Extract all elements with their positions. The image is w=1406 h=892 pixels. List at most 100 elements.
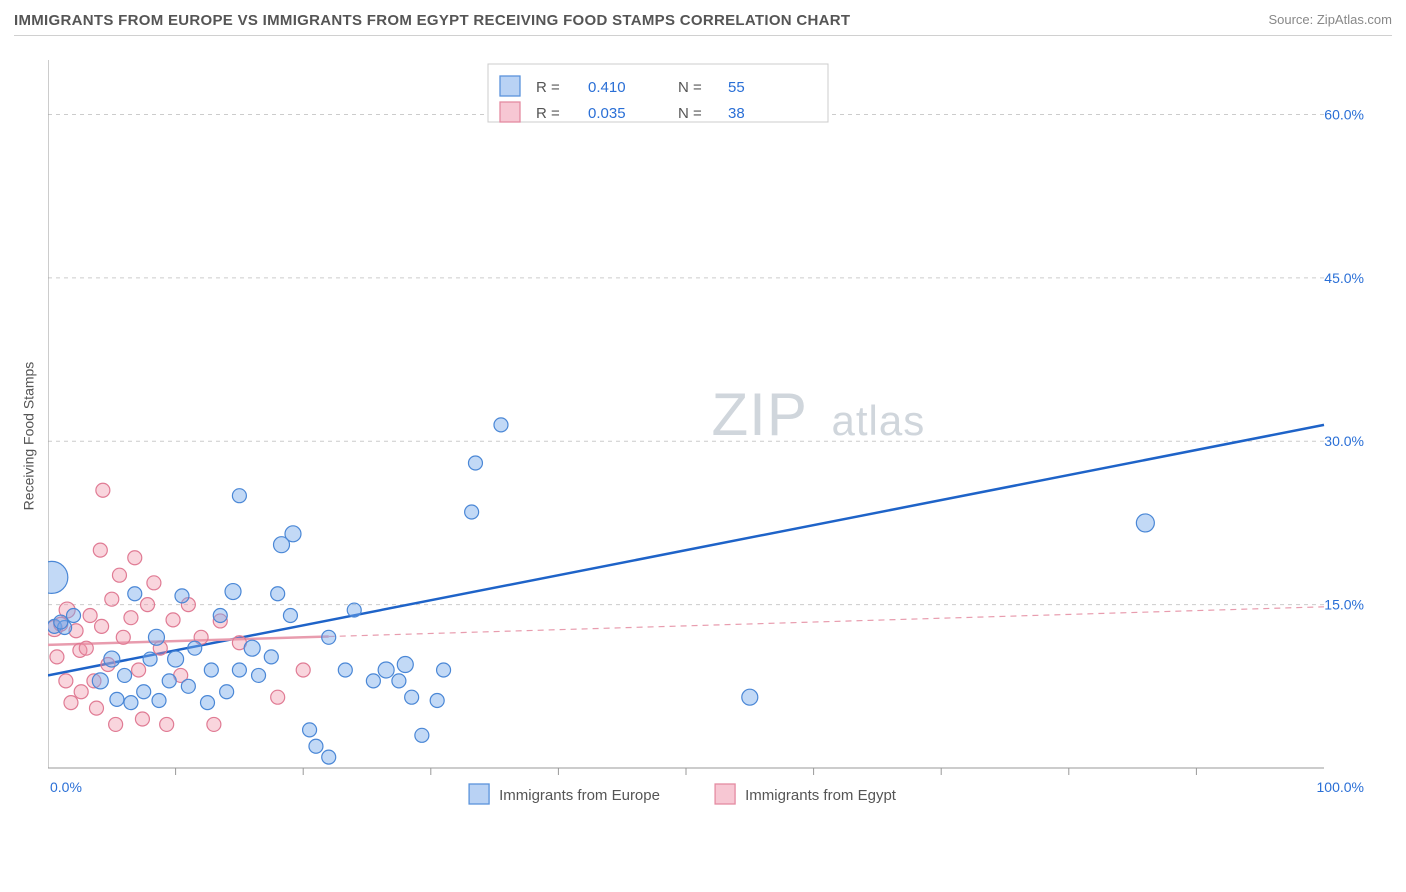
data-point-europe [232,663,246,677]
data-point-europe [152,693,166,707]
data-point-egypt [105,592,119,606]
data-point-egypt [83,609,97,623]
data-point-europe [285,526,301,542]
data-point-europe [143,652,157,666]
legend-n-value-europe: 55 [728,79,745,96]
data-point-europe [322,630,336,644]
legend-bottom-swatch-europe [469,784,489,804]
data-point-egypt [79,641,93,655]
data-point-europe [366,674,380,688]
legend-r-value-egypt: 0.035 [588,105,626,122]
legend-r-label: R = [536,79,560,96]
data-point-egypt [64,696,78,710]
data-point-europe [465,505,479,519]
data-point-europe [181,679,195,693]
data-point-egypt [271,690,285,704]
data-point-europe [110,692,124,706]
data-point-egypt [116,630,130,644]
data-point-europe [437,663,451,677]
data-point-egypt [128,551,142,565]
source-prefix: Source: [1268,12,1316,27]
source-link[interactable]: ZipAtlas.com [1317,12,1392,27]
y-tick-label: 45.0% [1324,270,1364,286]
data-point-europe [283,609,297,623]
data-point-egypt [296,663,310,677]
data-point-egypt [109,717,123,731]
data-point-europe [104,651,120,667]
data-point-europe [168,651,184,667]
legend-n-label: N = [678,105,702,122]
title-bar: IMMIGRANTS FROM EUROPE VS IMMIGRANTS FRO… [14,12,1392,36]
data-point-europe [128,587,142,601]
legend-bottom-label-egypt: Immigrants from Egypt [745,787,897,804]
data-point-europe [347,603,361,617]
data-point-egypt [135,712,149,726]
data-point-europe [378,662,394,678]
data-point-europe [303,723,317,737]
data-point-europe [92,673,108,689]
legend-n-value-egypt: 38 [728,105,745,122]
data-point-europe [225,584,241,600]
data-point-europe [213,609,227,623]
data-point-egypt [95,619,109,633]
data-point-egypt [124,611,138,625]
data-point-europe [252,668,266,682]
x-end-label: 100.0% [1317,779,1364,795]
legend-stats: R = 0.410 N = 55 R = 0.035 N = 38 [488,64,828,122]
data-point-europe [392,674,406,688]
legend-r-label: R = [536,105,560,122]
data-point-europe [220,685,234,699]
data-point-europe [188,641,202,655]
data-point-europe [201,696,215,710]
data-point-egypt [50,650,64,664]
data-point-europe [148,629,164,645]
source-text: Source: ZipAtlas.com [1268,12,1392,27]
data-point-europe [204,663,218,677]
y-tick-label: 60.0% [1324,106,1364,122]
data-point-europe [415,728,429,742]
data-point-egypt [147,576,161,590]
data-point-egypt [207,717,221,731]
data-point-europe [494,418,508,432]
x-start-label: 0.0% [50,779,82,795]
data-point-europe [232,489,246,503]
data-point-europe [1136,514,1154,532]
data-point-egypt [112,568,126,582]
data-point-europe [264,650,278,664]
data-point-europe [338,663,352,677]
y-tick-label: 30.0% [1324,433,1364,449]
data-point-egypt [166,613,180,627]
data-point-egypt [74,685,88,699]
data-point-europe [271,587,285,601]
chart-title: IMMIGRANTS FROM EUROPE VS IMMIGRANTS FRO… [14,12,850,29]
data-point-egypt [59,674,73,688]
data-point-europe [322,750,336,764]
data-point-europe [137,685,151,699]
data-point-egypt [132,663,146,677]
y-axis-label-text: Receiving Food Stamps [20,362,36,511]
data-point-europe [405,690,419,704]
legend-bottom-swatch-egypt [715,784,735,804]
legend-r-value-europe: 0.410 [588,79,626,96]
data-point-europe [124,696,138,710]
data-point-europe [244,640,260,656]
data-point-europe [397,657,413,673]
regression-line-egypt-dashed [329,607,1324,637]
chart-plot: 15.0%30.0%45.0%60.0%ZIPatlas0.0%100.0%R … [48,60,1366,810]
chart-svg: 15.0%30.0%45.0%60.0%ZIPatlas0.0%100.0%R … [48,60,1366,850]
svg-text:atlas: atlas [832,397,926,444]
legend-bottom-label-europe: Immigrants from Europe [499,787,660,804]
legend-swatch-europe [500,76,520,96]
legend-n-label: N = [678,79,702,96]
data-point-europe [309,739,323,753]
data-point-europe [742,689,758,705]
data-point-egypt [141,598,155,612]
data-point-egypt [93,543,107,557]
data-point-europe [67,609,81,623]
legend-swatch-egypt [500,102,520,122]
y-axis-label: Receiving Food Stamps [14,60,42,812]
data-point-europe [118,668,132,682]
data-point-europe [430,693,444,707]
data-point-europe [54,615,68,629]
data-point-egypt [96,483,110,497]
